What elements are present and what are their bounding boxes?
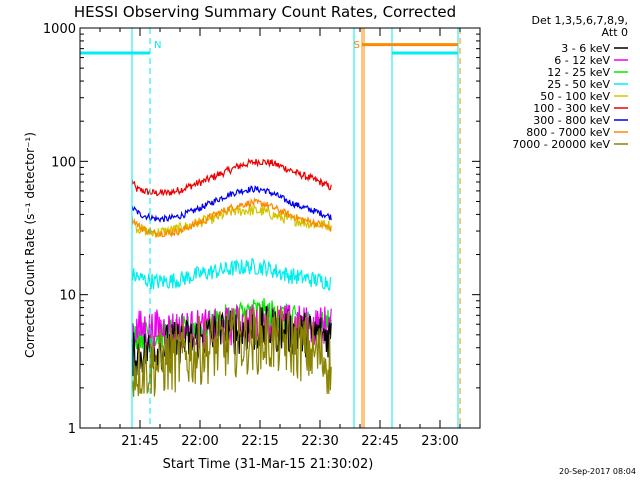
x-tick-label: 22:45 bbox=[361, 434, 398, 449]
legend-label: 3 - 6 keV bbox=[561, 42, 610, 55]
legend-header-attenuator: Att 0 bbox=[602, 26, 628, 39]
x-tick-label: 22:00 bbox=[181, 434, 218, 449]
series-line-4 bbox=[131, 257, 332, 291]
legend-label: 25 - 50 keV bbox=[547, 78, 610, 91]
y-tick-label: 10 bbox=[59, 289, 76, 304]
event-label-S: S bbox=[354, 40, 360, 51]
series-line-1 bbox=[131, 185, 332, 223]
x-tick-label: 22:30 bbox=[301, 434, 338, 449]
x-axis-label: Start Time (31-Mar-15 21:30:02) bbox=[163, 457, 374, 472]
legend-header-detectors: Det 1,3,5,6,7,8,9, bbox=[531, 14, 628, 27]
y-axis-label: Corrected Count Rate (s⁻¹ detector⁻¹) bbox=[23, 132, 37, 358]
y-tick-label: 1 bbox=[68, 422, 76, 437]
legend-label: 800 - 7000 keV bbox=[526, 126, 610, 139]
x-tick-label: 23:00 bbox=[421, 434, 458, 449]
series-line-3 bbox=[131, 197, 332, 238]
legend-label: 12 - 25 keV bbox=[547, 66, 610, 79]
y-tick-label: 100 bbox=[51, 155, 76, 170]
timestamp: 20-Sep-2017 08:04 bbox=[559, 467, 636, 476]
y-tick-label: 1000 bbox=[43, 22, 76, 37]
legend-label: 7000 - 20000 keV bbox=[512, 138, 610, 151]
legend-label: 50 - 100 keV bbox=[540, 90, 610, 103]
x-tick-label: 22:15 bbox=[241, 434, 278, 449]
plot-area: N S 1 10 100 1000 21:45 22:00 22:15 22:30 22:45 23:… bbox=[43, 22, 481, 449]
x-tick-label: 21:45 bbox=[121, 434, 158, 449]
event-label-N: N bbox=[154, 40, 161, 51]
legend-label: 6 - 12 keV bbox=[554, 54, 610, 67]
legend-label: 100 - 300 keV bbox=[533, 102, 610, 115]
series-line-0 bbox=[131, 157, 332, 197]
legend-label: 300 - 800 keV bbox=[533, 114, 610, 127]
chart-title: HESSI Observing Summary Count Rates, Cor… bbox=[74, 3, 456, 21]
series-line-8 bbox=[131, 305, 332, 397]
